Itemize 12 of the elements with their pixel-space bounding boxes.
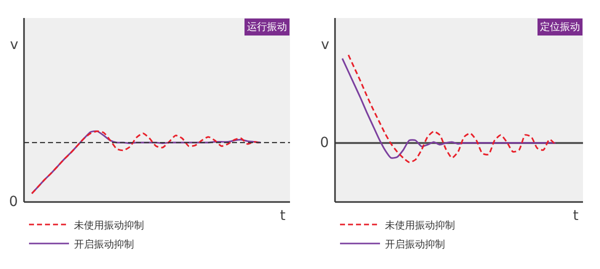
y-axis-title: v	[10, 37, 18, 53]
chart-title: 运行振动	[247, 21, 287, 33]
x-axis-title: t	[280, 208, 286, 224]
legend-label: 开启振动抑制	[74, 238, 134, 250]
y-axis-title: v	[321, 37, 330, 53]
chart-title: 定位振动	[540, 21, 580, 33]
text: 0	[9, 194, 18, 210]
text: 0	[320, 135, 329, 151]
legend-label: 未使用振动抑制	[74, 219, 144, 232]
legend-label: 未使用振动抑制	[385, 219, 455, 232]
x-axis-title: t	[573, 208, 579, 224]
legend-label: 开启振动抑制	[385, 238, 445, 250]
